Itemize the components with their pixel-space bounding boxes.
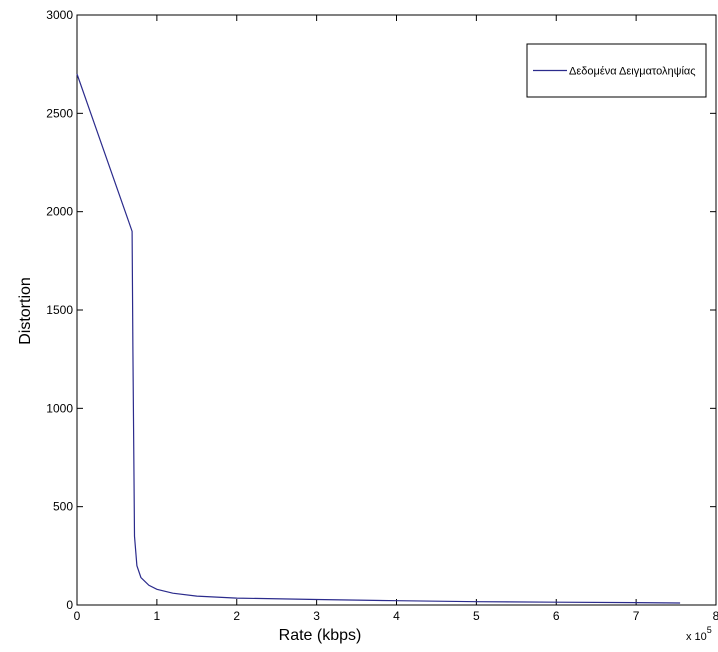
y-tick-label: 2000 <box>46 205 73 219</box>
x-tick-label: 2 <box>233 609 240 623</box>
y-tick-label: 500 <box>53 500 73 514</box>
x-tick-label: 1 <box>154 609 161 623</box>
x-tick-label: 8 <box>713 609 718 623</box>
x-tick-label: 3 <box>313 609 320 623</box>
x-tick-label: 0 <box>74 609 81 623</box>
x-exponent-base: x 10 <box>686 631 707 643</box>
x-exponent-power: 5 <box>707 625 712 635</box>
y-tick-label: 1000 <box>46 401 73 415</box>
x-tick-label: 6 <box>553 609 560 623</box>
y-axis-label: Distortion <box>17 277 34 345</box>
x-tick-label: 4 <box>393 609 400 623</box>
y-tick-label: 3000 <box>46 8 73 22</box>
y-tick-label: 2500 <box>46 106 73 120</box>
x-tick-label: 7 <box>633 609 640 623</box>
y-tick-label: 0 <box>66 598 73 612</box>
legend-label: Δεδομένα Δειγματοληψίας <box>569 66 696 78</box>
series-line-0 <box>76 73 681 604</box>
x-exponent-label: x 105 <box>686 625 712 643</box>
y-tick-label: 1500 <box>46 303 73 317</box>
x-axis-label: Rate (kbps) <box>279 627 362 644</box>
plot-area-frame <box>76 14 717 606</box>
x-tick-label: 5 <box>473 609 480 623</box>
